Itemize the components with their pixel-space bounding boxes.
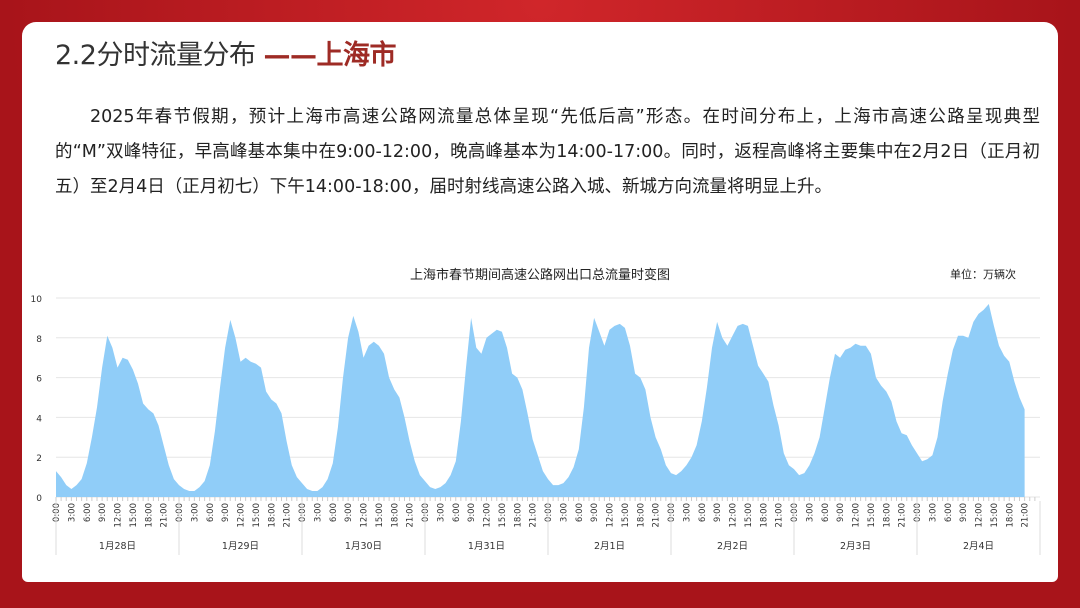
hour-tick-label: 9:00	[713, 503, 723, 522]
hour-tick-label: 6:00	[83, 503, 93, 522]
hour-tick-label: 15:00	[498, 503, 508, 528]
title-text: 2.2分时流量分布	[55, 40, 256, 71]
hour-tick-label: 15:00	[375, 503, 385, 528]
hour-tick-label: 6:00	[944, 503, 954, 522]
hour-tick-label: 0:00	[913, 503, 923, 522]
hour-tick-label: 12:00	[237, 503, 247, 528]
y-tick-label: 10	[31, 295, 43, 305]
page-title: 2.2分时流量分布 ——上海市	[55, 33, 397, 72]
hour-tick-label: 0:00	[298, 503, 308, 522]
hour-tick-label: 9:00	[836, 503, 846, 522]
y-tick-label: 6	[36, 375, 42, 385]
hour-tick-label: 3:00	[190, 503, 200, 522]
hour-tick-label: 0:00	[544, 503, 554, 522]
hour-tick-label: 3:00	[805, 503, 815, 522]
hour-tick-label: 6:00	[452, 503, 462, 522]
title-city: 上海市	[316, 40, 397, 71]
day-label: 2月4日	[963, 541, 994, 552]
hour-tick-label: 0:00	[52, 503, 62, 522]
hour-tick-label: 9:00	[98, 503, 108, 522]
hour-tick-label: 18:00	[267, 503, 277, 528]
hour-tick-label: 6:00	[575, 503, 585, 522]
y-tick-label: 0	[36, 494, 42, 504]
hour-tick-label: 3:00	[928, 503, 938, 522]
hour-tick-label: 9:00	[590, 503, 600, 522]
hour-tick-label: 21:00	[283, 503, 293, 528]
hour-tick-label: 9:00	[467, 503, 477, 522]
hour-tick-label: 12:00	[606, 503, 616, 528]
hour-tick-label: 18:00	[1005, 503, 1015, 528]
hour-tick-label: 18:00	[390, 503, 400, 528]
description-paragraph: 2025年春节假期，预计上海市高速公路网流量总体呈现“先低后高”形态。在时间分布…	[55, 107, 1040, 197]
hour-tick-label: 12:00	[483, 503, 493, 528]
day-label: 1月30日	[345, 541, 382, 552]
hour-tick-label: 18:00	[759, 503, 769, 528]
title-dash: ——	[263, 40, 318, 71]
hour-tick-label: 9:00	[959, 503, 969, 522]
hour-tick-label: 15:00	[990, 503, 1000, 528]
hour-tick-label: 3:00	[67, 503, 77, 522]
hour-tick-label: 21:00	[160, 503, 170, 528]
hour-tick-label: 21:00	[898, 503, 908, 528]
hour-tick-label: 0:00	[790, 503, 800, 522]
y-tick-label: 4	[36, 414, 42, 424]
hour-tick-label: 21:00	[529, 503, 539, 528]
hour-tick-label: 0:00	[175, 503, 185, 522]
hour-tick-label: 12:00	[729, 503, 739, 528]
hour-tick-label: 15:00	[867, 503, 877, 528]
day-label: 1月31日	[468, 541, 505, 552]
hour-tick-label: 15:00	[252, 503, 262, 528]
hour-tick-label: 6:00	[821, 503, 831, 522]
hour-tick-label: 0:00	[667, 503, 677, 522]
day-label: 2月1日	[594, 541, 625, 552]
hour-tick-label: 12:00	[975, 503, 985, 528]
hour-tick-label: 18:00	[144, 503, 154, 528]
hour-tick-label: 21:00	[1021, 503, 1031, 528]
hour-tick-label: 3:00	[682, 503, 692, 522]
hour-tick-label: 9:00	[221, 503, 231, 522]
hour-tick-label: 21:00	[406, 503, 416, 528]
hour-tick-label: 0:00	[421, 503, 431, 522]
hour-tick-label: 21:00	[775, 503, 785, 528]
hour-tick-label: 3:00	[436, 503, 446, 522]
hour-tick-label: 6:00	[329, 503, 339, 522]
chart-unit: 单位：万辆次	[950, 268, 1016, 281]
hour-tick-label: 12:00	[360, 503, 370, 528]
y-tick-label: 2	[36, 454, 42, 464]
hour-tick-label: 15:00	[621, 503, 631, 528]
hour-tick-label: 6:00	[698, 503, 708, 522]
day-label: 1月28日	[99, 541, 136, 552]
day-label: 2月2日	[717, 541, 748, 552]
hour-tick-label: 12:00	[114, 503, 124, 528]
hour-tick-label: 18:00	[513, 503, 523, 528]
hour-tick-label: 6:00	[206, 503, 216, 522]
day-label: 1月29日	[222, 541, 259, 552]
hour-tick-label: 12:00	[852, 503, 862, 528]
hour-tick-label: 3:00	[559, 503, 569, 522]
hour-tick-label: 3:00	[313, 503, 323, 522]
hour-tick-label: 15:00	[744, 503, 754, 528]
hour-tick-label: 18:00	[636, 503, 646, 528]
hour-tick-label: 21:00	[652, 503, 662, 528]
hour-tick-label: 18:00	[882, 503, 892, 528]
day-label: 2月3日	[840, 541, 871, 552]
traffic-area	[56, 304, 1025, 497]
hour-tick-label: 9:00	[344, 503, 354, 522]
y-tick-label: 8	[36, 335, 42, 345]
chart-title: 上海市春节期间高速公路网出口总流量时变图	[409, 268, 670, 283]
hour-tick-label: 15:00	[129, 503, 139, 528]
